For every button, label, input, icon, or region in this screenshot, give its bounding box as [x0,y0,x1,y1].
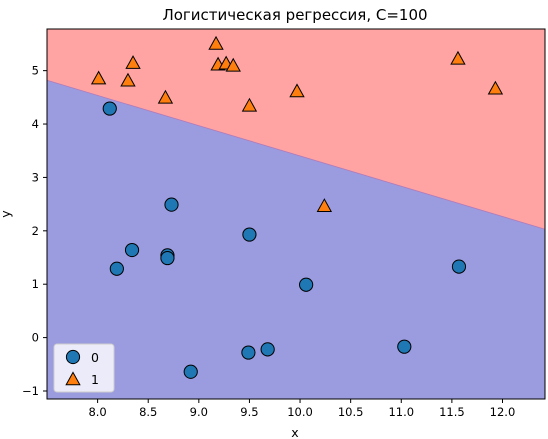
data-point-class-0 [242,227,257,242]
x-tick-label: 11.5 [439,405,465,419]
data-point-class-1 [157,89,174,104]
legend-label-0: 0 [91,350,99,365]
legend-marker-0 [65,349,81,365]
y-tick-label: 3 [32,170,39,184]
data-point-class-1 [450,50,466,65]
decision-boundary-line [46,79,546,230]
legend-box [53,343,115,393]
data-point-class-0 [109,261,124,276]
x-axis-label: x [291,425,298,439]
x-tick-label: 10.5 [338,405,364,419]
legend: 01 [53,343,115,393]
data-point-class-1 [241,97,258,112]
data-point-class-0 [124,242,140,258]
data-point-class-1 [125,55,141,69]
data-point-class-0 [183,364,198,379]
data-point-class-1 [487,80,504,95]
y-tick-label: 4 [32,117,39,131]
legend-marker-1 [65,371,81,386]
plot-frame [46,28,546,400]
class-1-region [47,29,545,230]
x-tick-label: 8.0 [88,405,106,419]
chart-title: Логистическая регрессия, C=100 [162,6,427,24]
data-point-class-1 [316,198,333,213]
x-tick-label: 11.0 [388,405,414,419]
data-point-class-1 [120,72,136,87]
x-tick-label: 10.0 [287,405,313,419]
y-tick-label: 5 [32,64,39,78]
data-point-class-1 [225,57,241,72]
y-tick-label: −1 [22,384,39,398]
data-point-class-0 [102,101,117,116]
y-axis-label: y [0,210,13,218]
data-point-class-0 [397,339,412,354]
data-point-class-1 [90,70,107,85]
data-point-class-0 [164,197,179,212]
y-tick-label: 2 [32,224,39,238]
plot-area: 8.0 8.5 9.0 9.5 10.0 10.5 11.0 11.5 12.0−1012345… [22,28,546,419]
data-point-class-0 [299,277,314,292]
data-point-class-0 [451,259,467,274]
y-tick-label: 1 [32,277,39,291]
data-point-class-0 [241,345,256,360]
legend-label-1: 1 [91,372,99,387]
data-point-class-1 [289,83,305,98]
data-point-class-0 [160,250,175,266]
x-tick-label: 12.0 [490,405,516,419]
x-tick-label: 9.5 [240,405,258,419]
x-tick-label: 9.0 [190,405,208,419]
data-point-class-0 [260,342,275,357]
y-tick-label: 0 [32,331,39,345]
x-tick-label: 8.5 [139,405,157,419]
class-0-region [47,80,545,400]
data-point-class-1 [208,35,224,50]
